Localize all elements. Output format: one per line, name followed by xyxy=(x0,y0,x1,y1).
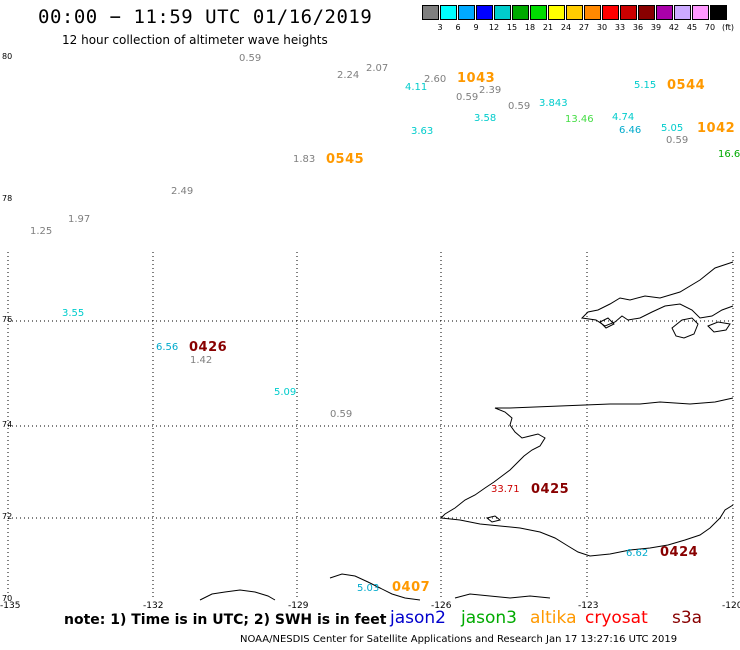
wave-height-value: 2.07 xyxy=(366,63,389,74)
scale-label: 24 xyxy=(560,23,572,32)
wave-height-value: 1.25 xyxy=(30,226,53,237)
scale-swatch xyxy=(512,5,529,20)
note-text: note: 1) Time is in UTC; 2) SWH is in fe… xyxy=(64,612,387,628)
pass-time-label: 0425 xyxy=(531,482,570,497)
scale-swatch xyxy=(548,5,565,20)
legend-jason2: jason2 xyxy=(390,608,446,628)
wave-height-value: 3.55 xyxy=(62,308,85,319)
scale-swatch xyxy=(656,5,673,20)
scale-label: 27 xyxy=(578,23,590,32)
scale-swatch xyxy=(710,5,727,20)
wave-height-value: 0.59 xyxy=(508,101,531,112)
scale-swatch xyxy=(602,5,619,20)
scale-label: 15 xyxy=(506,23,518,32)
scale-label: 70 xyxy=(704,23,716,32)
scale-label: 45 xyxy=(686,23,698,32)
scale-swatch xyxy=(692,5,709,20)
longitude-label: -123 xyxy=(578,601,599,611)
scale-swatch xyxy=(494,5,511,20)
pass-time-label: 1043 xyxy=(457,71,496,86)
wave-height-value: 0.59 xyxy=(330,409,353,420)
pass-time-label: 0424 xyxy=(660,545,699,560)
scale-swatch xyxy=(530,5,547,20)
legend-altika: altika xyxy=(530,608,577,628)
wave-height-value: 5.03 xyxy=(357,583,380,594)
longitude-label: -129 xyxy=(288,601,309,611)
latitude-label: 78 xyxy=(2,194,13,203)
pass-time-label: 0545 xyxy=(326,152,365,167)
scale-label: 6 xyxy=(455,23,461,32)
wave-height-value: 5.15 xyxy=(634,80,657,91)
wave-height-value: 5.09 xyxy=(274,387,297,398)
wave-height-value: 33.71 xyxy=(491,484,520,495)
wave-height-value: 2.60 xyxy=(424,74,447,85)
scale-swatch xyxy=(638,5,655,20)
credit-text: NOAA/NESDIS Center for Satellite Applica… xyxy=(240,634,678,645)
wave-height-value: 1.97 xyxy=(68,214,91,225)
latitude-label: 72 xyxy=(2,512,13,521)
pass-time-label: 0407 xyxy=(392,580,431,595)
wave-height-value: 3.843 xyxy=(539,98,568,109)
coastline xyxy=(199,261,734,601)
latitude-label: 70 xyxy=(2,594,13,603)
latitude-label: 76 xyxy=(2,315,13,324)
longitude-label: -126 xyxy=(431,601,452,611)
scale-label: 33 xyxy=(614,23,626,32)
scale-label: 21 xyxy=(542,23,554,32)
wave-height-value: 1.83 xyxy=(293,154,316,165)
wave-height-value: 5.05 xyxy=(661,123,684,134)
wave-height-value: 3.63 xyxy=(411,126,434,137)
scale-label: 36 xyxy=(632,23,644,32)
legend-s3a: s3a xyxy=(672,608,703,628)
latitude-label: 74 xyxy=(2,420,13,429)
scale-swatch xyxy=(566,5,583,20)
wave-height-value: 0.59 xyxy=(666,135,689,146)
wave-height-value: 2.39 xyxy=(479,85,502,96)
scale-swatch xyxy=(440,5,457,20)
map-title: 00:00 − 11:59 UTC 01/16/2019 xyxy=(38,6,373,28)
map-subtitle: 12 hour collection of altimeter wave hei… xyxy=(62,33,328,47)
wave-height-value: 2.24 xyxy=(337,70,360,81)
scale-swatch xyxy=(476,5,493,20)
longitude-label: -135 xyxy=(0,601,21,611)
wave-height-value: 4.74 xyxy=(612,112,635,123)
legend-cryosat: cryosat xyxy=(585,608,648,628)
wave-height-value: 2.49 xyxy=(171,186,194,197)
wave-height-value: 4.11 xyxy=(405,82,428,93)
scale-swatch xyxy=(422,5,439,20)
wave-height-value: 6.46 xyxy=(619,125,642,136)
wave-height-value: 16.6 xyxy=(718,149,740,160)
scale-label: 39 xyxy=(650,23,662,32)
scale-label: 9 xyxy=(473,23,479,32)
wave-height-value: 13.46 xyxy=(565,114,594,125)
scale-label: 18 xyxy=(524,23,536,32)
scale-label: 42 xyxy=(668,23,680,32)
wave-height-value: 6.56 xyxy=(156,342,179,353)
pass-time-label: 0544 xyxy=(667,78,706,93)
longitude-label: -132 xyxy=(143,601,164,611)
wave-height-value: 0.59 xyxy=(239,53,262,64)
pass-time-label: 0426 xyxy=(189,340,228,355)
scale-swatch xyxy=(674,5,691,20)
pass-time-label: 1042 xyxy=(697,121,736,136)
scale-label: 30 xyxy=(596,23,608,32)
longitude-label: -120 xyxy=(722,601,740,611)
scale-swatch xyxy=(458,5,475,20)
wave-height-value: 6.62 xyxy=(626,548,649,559)
legend-jason3: jason3 xyxy=(461,608,517,628)
wave-height-value: 3.58 xyxy=(474,113,497,124)
scale-label: (ft) xyxy=(721,23,735,32)
wave-height-value: 1.42 xyxy=(190,355,213,366)
scale-label: 12 xyxy=(488,23,500,32)
scale-label: 3 xyxy=(437,23,443,32)
latitude-label: 80 xyxy=(2,52,13,61)
scale-swatch xyxy=(620,5,637,20)
wave-height-value: 0.59 xyxy=(456,92,479,103)
scale-swatch xyxy=(584,5,601,20)
